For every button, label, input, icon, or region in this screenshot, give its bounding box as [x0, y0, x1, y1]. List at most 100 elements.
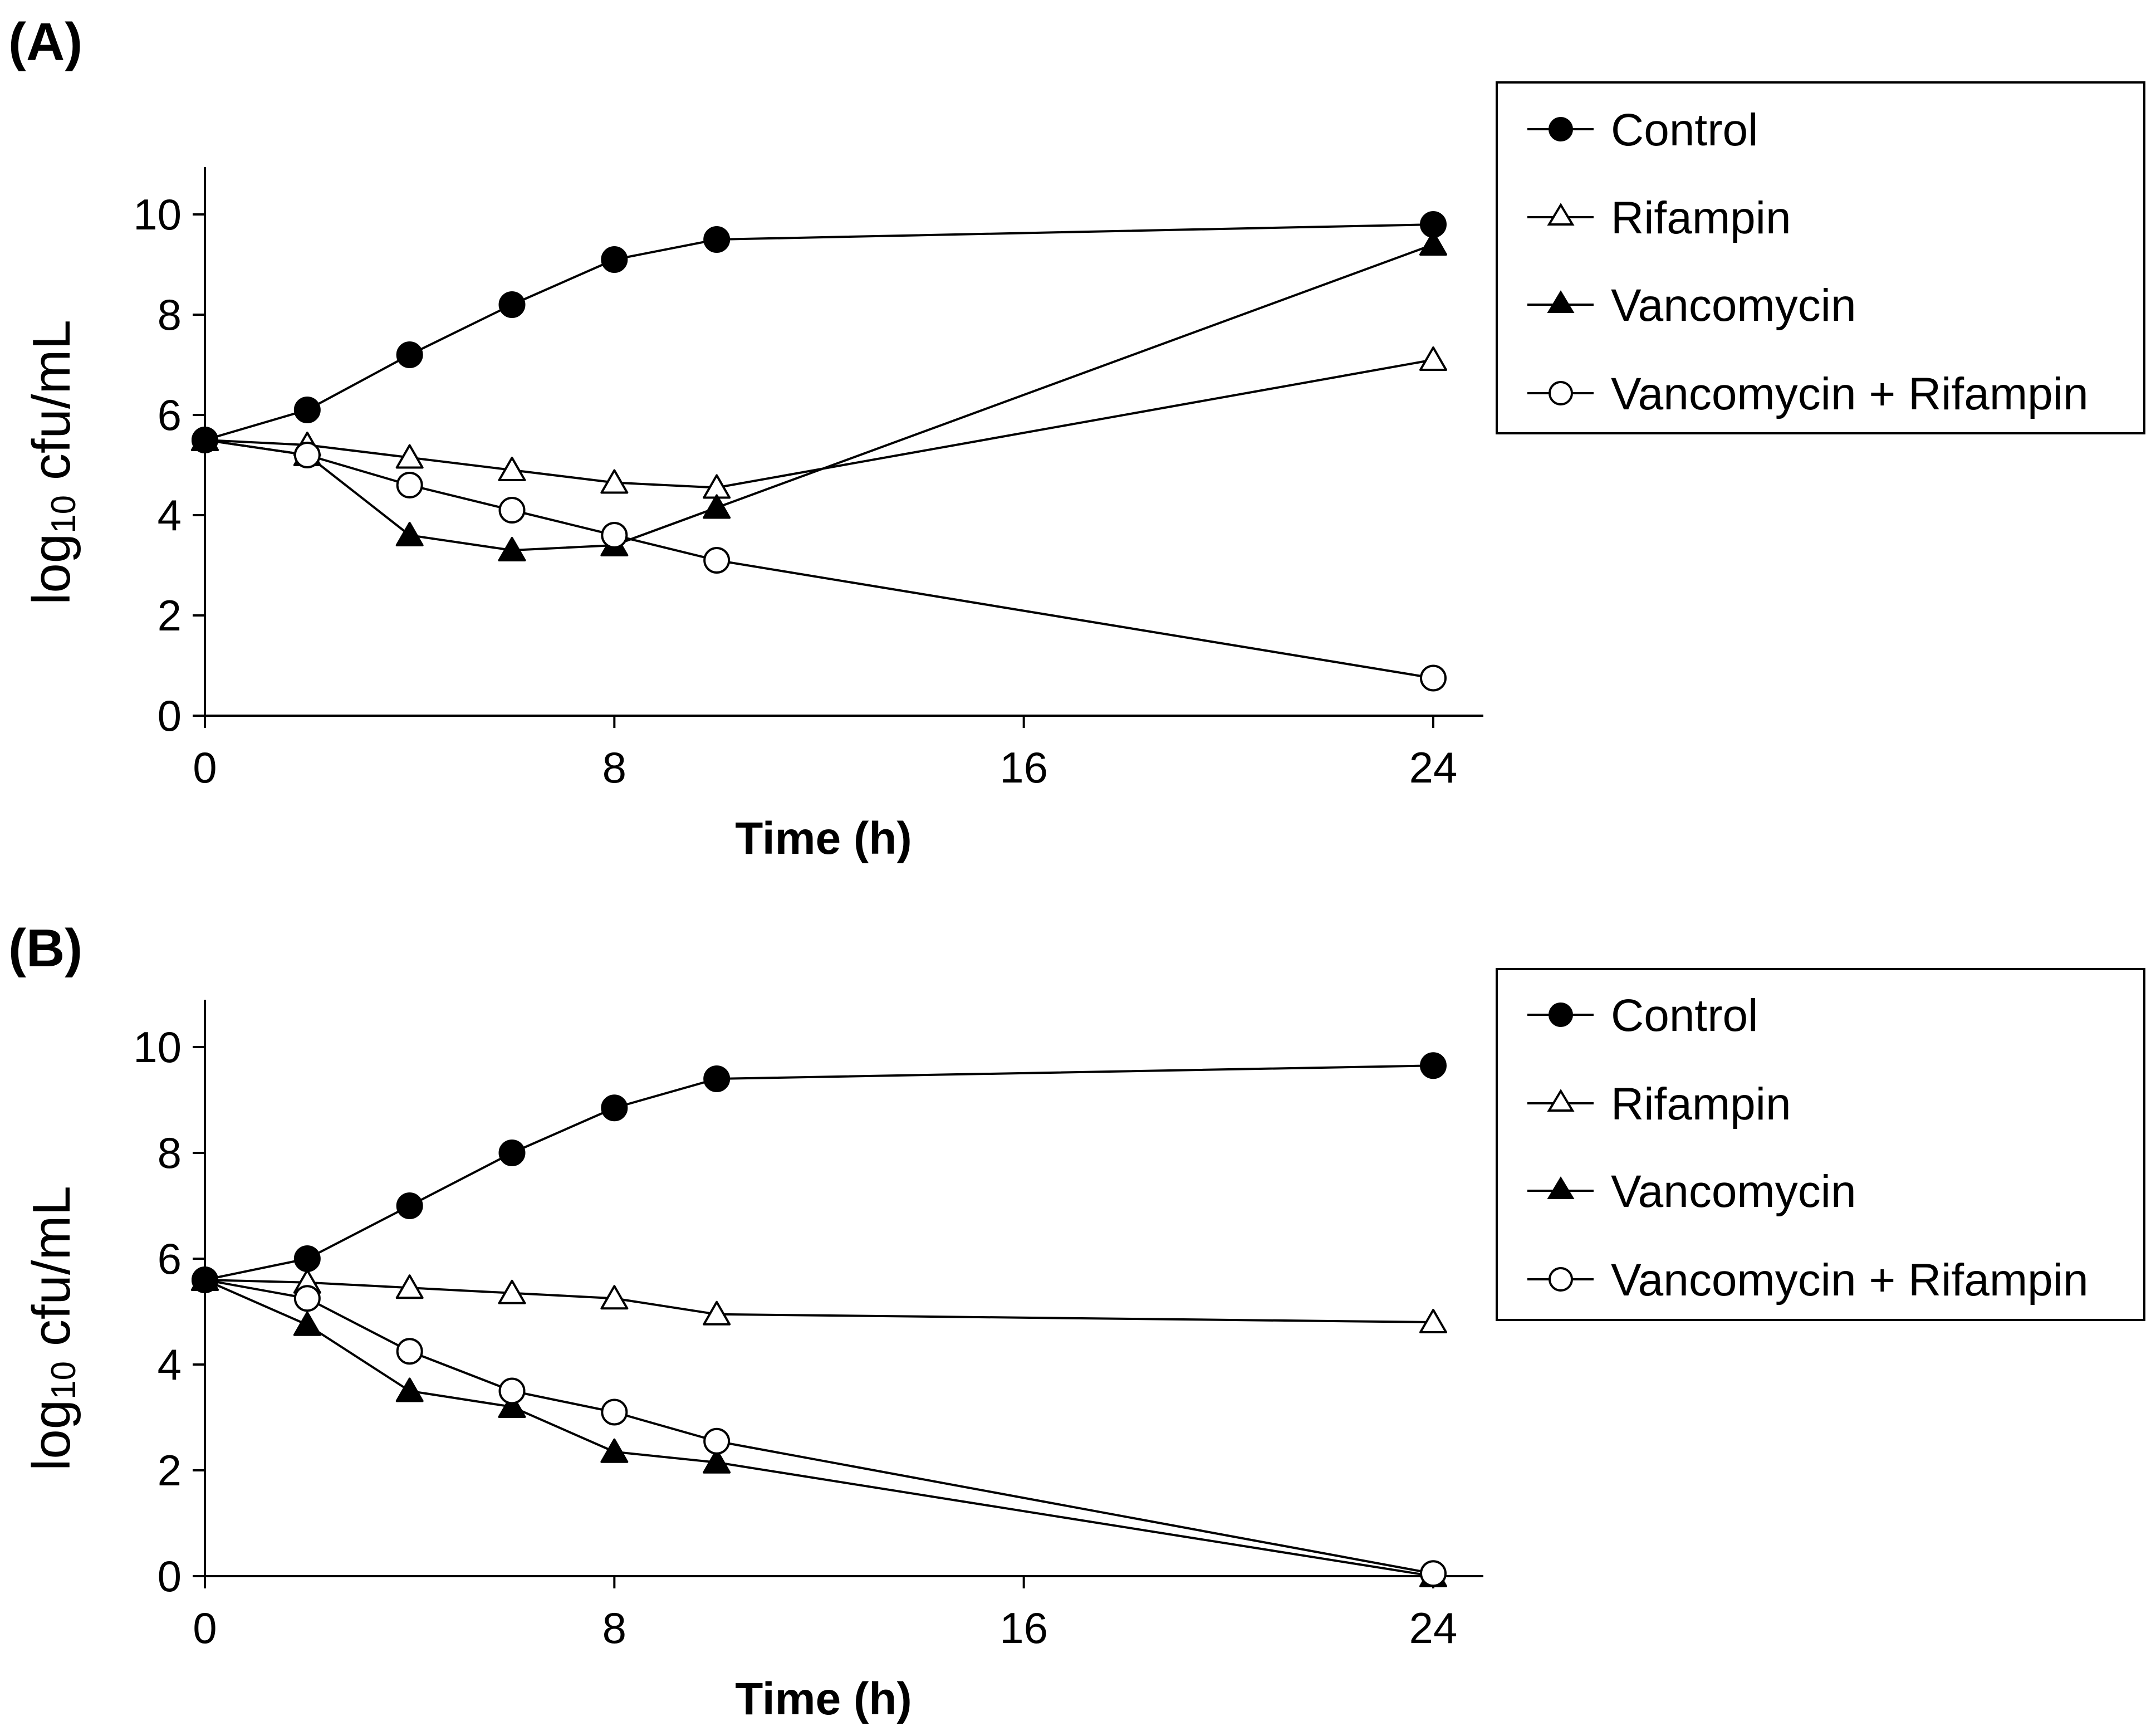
- x-tick-label: 16: [999, 743, 1048, 792]
- data-point-control: [703, 1065, 731, 1092]
- data-point-vancomycin: [600, 1438, 629, 1463]
- data-point-rifampin: [395, 444, 424, 469]
- panel-a-legend-box: [1496, 81, 2145, 434]
- legend-control-label: Control: [1611, 105, 1758, 155]
- data-point-control: [601, 246, 628, 273]
- data-point-vancomycin: [395, 1377, 424, 1402]
- legend-combo-marker: [1549, 381, 1573, 405]
- data-point-vancomycin: [293, 1311, 321, 1336]
- x-tick-label: 24: [1409, 743, 1458, 792]
- legend-rifampin-marker: [1547, 1089, 1575, 1112]
- data-point-rifampin: [1419, 1309, 1447, 1333]
- data-point-vancomycin: [703, 1449, 731, 1474]
- data-point-combo: [601, 1398, 628, 1426]
- y-tick-label: 4: [158, 491, 182, 540]
- y-tick-label: 6: [158, 1234, 182, 1283]
- y-tick-label: 2: [158, 591, 182, 640]
- panel-a-legend: Control Rifampin Vancomycin Vancomycin +…: [1496, 81, 2145, 434]
- y-tick-label: 0: [158, 1552, 182, 1601]
- y-tick-label: 10: [133, 1023, 182, 1072]
- y-tick-label: 4: [158, 1340, 182, 1389]
- data-point-rifampin: [703, 1300, 731, 1326]
- data-point-combo: [293, 442, 321, 468]
- panel-b-legend-box: [1496, 968, 2145, 1321]
- data-point-combo: [703, 1427, 731, 1455]
- data-point-vancomycin: [1419, 231, 1447, 256]
- legend-control-marker: [1549, 117, 1573, 141]
- legend-combo-marker: [1549, 1267, 1573, 1292]
- series-line-vancomycin: [204, 243, 1434, 551]
- series-line-combo: [204, 439, 1434, 679]
- data-point-control: [498, 291, 526, 318]
- panel-b-x-axis-title: Time (h): [735, 1674, 912, 1724]
- data-point-control: [293, 397, 321, 423]
- data-point-rifampin: [498, 457, 526, 481]
- data-point-rifampin: [1419, 346, 1447, 371]
- panel-b-y-axis-title: log10 cfu/mL: [22, 1186, 83, 1471]
- legend-rifampin-marker: [1547, 203, 1575, 226]
- data-point-combo: [601, 522, 628, 549]
- data-point-combo: [1420, 1560, 1447, 1587]
- data-point-rifampin: [600, 469, 629, 494]
- panel-a-y-axis-title: log10 cfu/mL: [22, 320, 83, 605]
- data-point-control: [1420, 211, 1447, 238]
- legend-vancomycin-marker: [1547, 1176, 1575, 1199]
- panel-a-x-axis-title: Time (h): [735, 813, 912, 864]
- legend-vancomycin-label: Vancomycin: [1611, 280, 1856, 331]
- data-point-control: [1420, 1052, 1447, 1079]
- y-tick-label: 2: [158, 1446, 182, 1495]
- x-tick-label: 0: [193, 1603, 217, 1652]
- data-point-combo: [703, 547, 731, 574]
- y-tick-label: 8: [158, 1128, 182, 1177]
- legend-combo-label: Vancomycin + Rifampin: [1611, 1255, 2089, 1305]
- data-point-combo: [498, 1377, 526, 1405]
- panel-a-label: (A): [8, 12, 82, 72]
- data-point-rifampin: [395, 1274, 424, 1299]
- y-tick-label: 6: [158, 390, 182, 439]
- legend-vancomycin-marker: [1547, 290, 1575, 313]
- panel-b-legend: Control Rifampin Vancomycin Vancomycin +…: [1496, 968, 2145, 1321]
- legend-combo-label: Vancomycin + Rifampin: [1611, 369, 2089, 419]
- series-line-rifampin: [204, 359, 1434, 489]
- y-tick-label: 10: [133, 190, 182, 239]
- legend-rifampin-label: Rifampin: [1611, 1079, 1791, 1129]
- series-line-combo: [204, 1279, 1434, 1575]
- legend-control-marker: [1549, 1003, 1573, 1027]
- data-point-control: [703, 226, 731, 253]
- data-point-vancomycin: [703, 494, 731, 519]
- legend-vancomycin-label: Vancomycin: [1611, 1166, 1856, 1217]
- series-line-rifampin: [204, 1279, 1434, 1323]
- data-point-rifampin: [600, 1285, 629, 1310]
- data-point-combo: [1420, 664, 1447, 692]
- data-point-combo: [498, 497, 526, 524]
- data-point-control: [293, 1245, 321, 1272]
- data-point-control: [396, 1192, 423, 1219]
- x-tick-label: 16: [999, 1603, 1048, 1652]
- series-line-control: [204, 1064, 1434, 1281]
- data-point-vancomycin: [498, 537, 526, 561]
- x-tick-label: 8: [602, 1603, 626, 1652]
- panel-b-label: (B): [8, 918, 82, 978]
- data-point-control: [396, 341, 423, 368]
- series-line-vancomycin: [204, 1279, 1434, 1577]
- data-point-combo: [396, 1338, 423, 1365]
- data-point-combo: [396, 472, 423, 498]
- data-point-vancomycin: [395, 522, 424, 546]
- data-point-control: [192, 1266, 218, 1293]
- data-point-control: [601, 1094, 628, 1122]
- data-point-control: [498, 1140, 526, 1166]
- data-point-vancomycin: [498, 1393, 526, 1418]
- data-point-combo: [293, 1285, 321, 1312]
- data-point-rifampin: [498, 1279, 526, 1304]
- x-tick-label: 0: [193, 743, 217, 792]
- y-tick-label: 8: [158, 290, 182, 339]
- data-point-control: [192, 427, 218, 453]
- series-line-control: [204, 223, 1434, 441]
- y-tick-label: 0: [158, 691, 182, 740]
- x-tick-label: 8: [602, 743, 626, 792]
